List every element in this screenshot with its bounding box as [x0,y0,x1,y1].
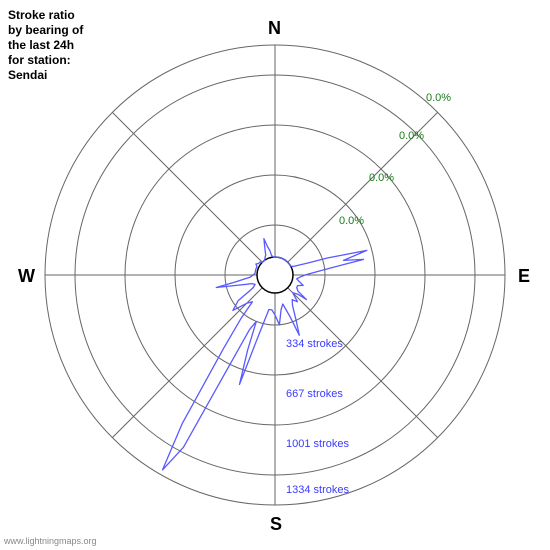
compass-n: N [268,18,281,39]
polar-chart [0,0,550,550]
ring-stroke-label: 334 strokes [286,338,343,350]
ring-stroke-label: 667 strokes [286,388,343,400]
ring-pct-label: 0.0% [369,172,394,184]
ring-stroke-label: 1001 strokes [286,438,349,450]
chart-container: Stroke ratio by bearing of the last 24h … [0,0,550,550]
ring-stroke-label: 1334 strokes [286,484,349,496]
credit: www.lightningmaps.org [4,536,97,546]
ring-pct-label: 0.0% [426,92,451,104]
ring-pct-label: 0.0% [399,130,424,142]
ring-pct-label: 0.0% [339,215,364,227]
compass-s: S [270,514,282,535]
compass-w: W [18,266,35,287]
compass-e: E [518,266,530,287]
